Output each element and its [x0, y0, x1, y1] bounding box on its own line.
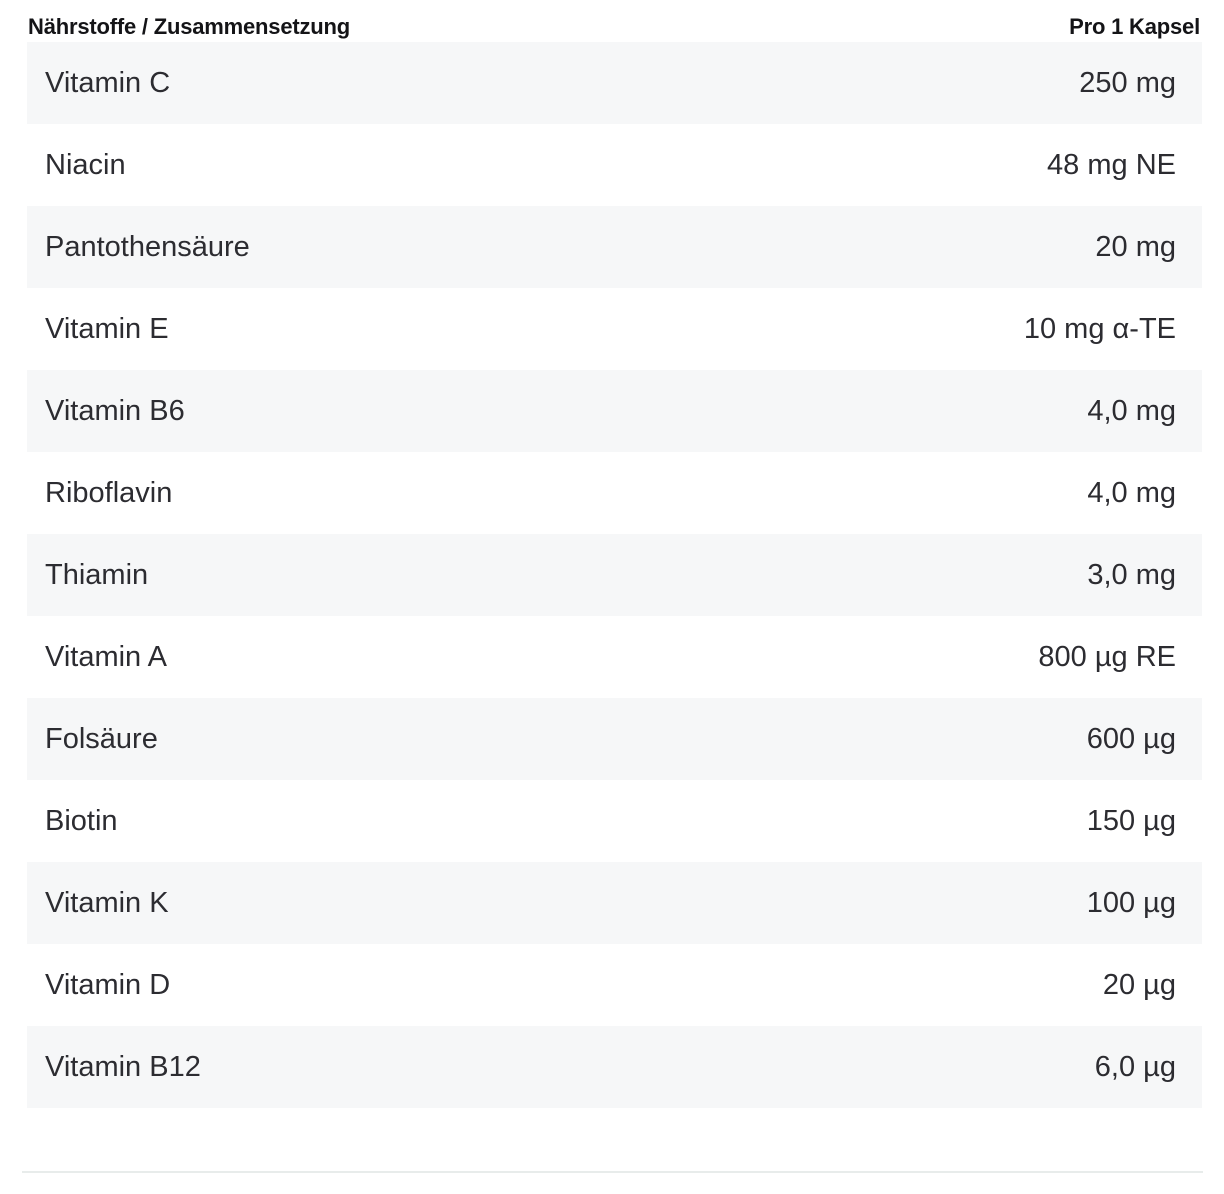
- nutrition-table-header: Nährstoffe / Zusammensetzung Pro 1 Kapse…: [27, 0, 1202, 42]
- nutrient-name: Vitamin C: [45, 66, 171, 99]
- nutrient-amount: 20 µg: [1102, 968, 1176, 1001]
- nutrition-table: Nährstoffe / Zusammensetzung Pro 1 Kapse…: [22, 0, 1203, 1173]
- nutrient-amount: 150 µg: [1086, 804, 1176, 837]
- nutrient-name: Vitamin B12: [45, 1050, 201, 1083]
- nutrients-column-header: Nährstoffe / Zusammensetzung: [28, 14, 351, 39]
- nutrient-name: Biotin: [45, 804, 118, 837]
- nutrient-amount: 800 µg RE: [1038, 640, 1176, 673]
- nutrient-name: Vitamin K: [45, 886, 169, 919]
- nutrient-name: Vitamin A: [45, 640, 167, 673]
- section-divider: [22, 1171, 1203, 1173]
- table-row: Biotin 150 µg: [27, 780, 1202, 862]
- nutrient-amount: 100 µg: [1086, 886, 1176, 919]
- nutrient-name: Folsäure: [45, 722, 158, 755]
- nutrient-name: Vitamin E: [45, 312, 169, 345]
- nutrient-name: Vitamin D: [45, 968, 171, 1001]
- nutrient-amount: 600 µg: [1086, 722, 1176, 755]
- table-row: Vitamin B12 6,0 µg: [27, 1026, 1202, 1108]
- nutrient-amount: 10 mg α-TE: [1023, 312, 1176, 345]
- nutrient-amount: 4,0 mg: [1087, 394, 1176, 427]
- nutrient-name: Niacin: [45, 148, 126, 181]
- table-row: Vitamin D 20 µg: [27, 944, 1202, 1026]
- nutrient-amount: 4,0 mg: [1087, 476, 1176, 509]
- table-row: Thiamin 3,0 mg: [27, 534, 1202, 616]
- nutrient-amount: 3,0 mg: [1087, 558, 1176, 591]
- table-row: Niacin 48 mg NE: [27, 124, 1202, 206]
- nutrition-table-body: Vitamin C 250 mg Niacin 48 mg NE Pantothensä…: [27, 42, 1202, 1108]
- table-row: Riboflavin 4,0 mg: [27, 452, 1202, 534]
- table-row: Vitamin A 800 µg RE: [27, 616, 1202, 698]
- nutrient-amount: 6,0 µg: [1094, 1050, 1176, 1083]
- table-row: Vitamin C 250 mg: [27, 42, 1202, 124]
- nutrient-name: Vitamin B6: [45, 394, 185, 427]
- nutrient-name: Pantothensäure: [45, 230, 250, 263]
- nutrient-name: Thiamin: [45, 558, 149, 591]
- table-row: Folsäure 600 µg: [27, 698, 1202, 780]
- nutrient-amount: 48 mg NE: [1047, 148, 1176, 181]
- table-row: Pantothensäure 20 mg: [27, 206, 1202, 288]
- nutrient-amount: 20 mg: [1095, 230, 1176, 263]
- table-row: Vitamin B6 4,0 mg: [27, 370, 1202, 452]
- nutrient-amount: 250 mg: [1079, 66, 1176, 99]
- nutrient-name: Riboflavin: [45, 476, 173, 509]
- per-capsule-column-header: Pro 1 Kapsel: [1069, 14, 1200, 39]
- table-row: Vitamin E 10 mg α-TE: [27, 288, 1202, 370]
- table-row: Vitamin K 100 µg: [27, 862, 1202, 944]
